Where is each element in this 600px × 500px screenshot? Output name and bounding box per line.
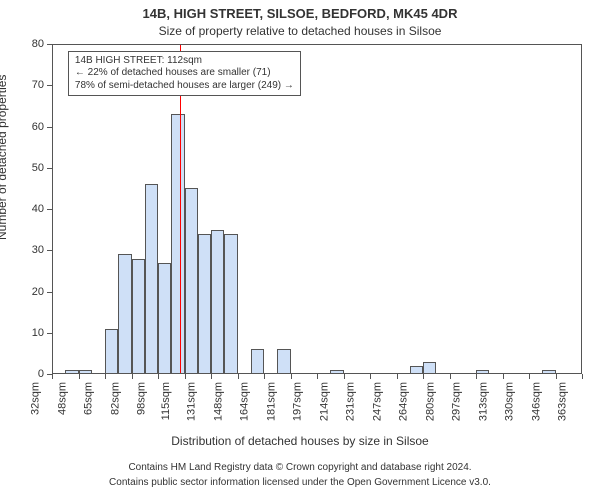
x-tick — [370, 374, 371, 379]
histogram-bar — [198, 234, 211, 374]
x-tick — [476, 374, 477, 379]
histogram-bar — [118, 254, 131, 374]
histogram-bar — [330, 370, 343, 374]
x-tick-label: 32sqm — [29, 382, 41, 415]
legend-box: 14B HIGH STREET: 112sqm ← 22% of detache… — [68, 51, 301, 97]
y-tick — [47, 44, 52, 45]
y-tick-label: 40 — [32, 203, 44, 215]
histogram-bar — [224, 234, 237, 374]
footer-line-1: Contains HM Land Registry data © Crown c… — [0, 462, 600, 473]
histogram-bar — [158, 263, 171, 374]
x-tick — [344, 374, 345, 379]
x-tick-label: 131sqm — [185, 382, 197, 421]
y-tick-label: 0 — [38, 368, 44, 380]
x-tick-label: 214sqm — [318, 382, 330, 421]
y-tick-label: 80 — [32, 38, 44, 50]
chart-container: 14B, HIGH STREET, SILSOE, BEDFORD, MK45 … — [0, 0, 600, 500]
x-tick — [423, 374, 424, 379]
x-tick-label: 247sqm — [371, 382, 383, 421]
histogram-bar — [277, 349, 290, 374]
y-axis-label: Number of detached properties — [0, 75, 9, 240]
y-tick-label: 30 — [32, 244, 44, 256]
histogram-bar — [79, 370, 92, 374]
x-tick-label: 264sqm — [397, 382, 409, 421]
y-tick-label: 20 — [32, 286, 44, 298]
histogram-bar — [542, 370, 555, 374]
x-tick-label: 82sqm — [109, 382, 121, 415]
y-tick-label: 60 — [32, 121, 44, 133]
histogram-bar — [476, 370, 489, 374]
y-tick — [47, 85, 52, 86]
footer-line-2: Contains public sector information licen… — [0, 477, 600, 488]
legend-line-1: 14B HIGH STREET: 112sqm — [75, 55, 294, 68]
histogram-bar — [410, 366, 423, 374]
x-tick — [52, 374, 53, 379]
histogram-bar — [423, 362, 436, 374]
histogram-bar — [251, 349, 264, 374]
x-tick-label: 363sqm — [556, 382, 568, 421]
x-tick — [503, 374, 504, 379]
chart-title-line2: Size of property relative to detached ho… — [0, 24, 600, 38]
x-tick-label: 330sqm — [503, 382, 515, 421]
x-tick-label: 346sqm — [530, 382, 542, 421]
x-tick — [397, 374, 398, 379]
x-tick-label: 98sqm — [135, 382, 147, 415]
x-tick — [158, 374, 159, 379]
x-tick — [317, 374, 318, 379]
x-tick-label: 197sqm — [291, 382, 303, 421]
x-tick — [185, 374, 186, 379]
x-tick — [556, 374, 557, 379]
y-tick — [47, 168, 52, 169]
x-tick — [291, 374, 292, 379]
x-tick-label: 280sqm — [424, 382, 436, 421]
histogram-bar — [171, 114, 184, 374]
y-tick — [47, 250, 52, 251]
histogram-bar — [185, 188, 198, 374]
x-tick-label: 115sqm — [159, 382, 171, 420]
x-tick — [105, 374, 106, 379]
x-tick — [132, 374, 133, 379]
histogram-bar — [65, 370, 78, 374]
x-tick-label: 181sqm — [265, 382, 277, 421]
x-tick — [450, 374, 451, 379]
y-tick — [47, 127, 52, 128]
x-tick — [582, 374, 583, 379]
x-tick-label: 65sqm — [82, 382, 94, 415]
x-tick-label: 148sqm — [212, 382, 224, 421]
x-tick-label: 164sqm — [238, 382, 250, 421]
plot-area: 01020304050607080 32sqm48sqm65sqm82sqm98… — [52, 44, 582, 374]
legend-line-3: 78% of semi-detached houses are larger (… — [75, 80, 294, 93]
chart-title-line1: 14B, HIGH STREET, SILSOE, BEDFORD, MK45 … — [0, 6, 600, 21]
histogram-bar — [132, 259, 145, 375]
x-axis-label: Distribution of detached houses by size … — [0, 434, 600, 448]
histogram-bar — [105, 329, 118, 374]
x-tick — [79, 374, 80, 379]
y-tick-label: 70 — [32, 79, 44, 91]
x-tick — [238, 374, 239, 379]
x-tick — [529, 374, 530, 379]
x-tick — [264, 374, 265, 379]
y-tick — [47, 292, 52, 293]
y-tick-label: 10 — [32, 327, 44, 339]
y-tick-label: 50 — [32, 162, 44, 174]
histogram-bar — [145, 184, 158, 374]
x-tick-label: 297sqm — [450, 382, 462, 421]
x-tick — [211, 374, 212, 379]
y-tick — [47, 333, 52, 334]
x-tick-label: 231sqm — [344, 382, 356, 421]
y-tick — [47, 209, 52, 210]
legend-line-2: ← 22% of detached houses are smaller (71… — [75, 67, 294, 80]
x-tick-label: 313sqm — [477, 382, 489, 421]
x-tick-label: 48sqm — [56, 382, 68, 415]
histogram-bar — [211, 230, 224, 374]
